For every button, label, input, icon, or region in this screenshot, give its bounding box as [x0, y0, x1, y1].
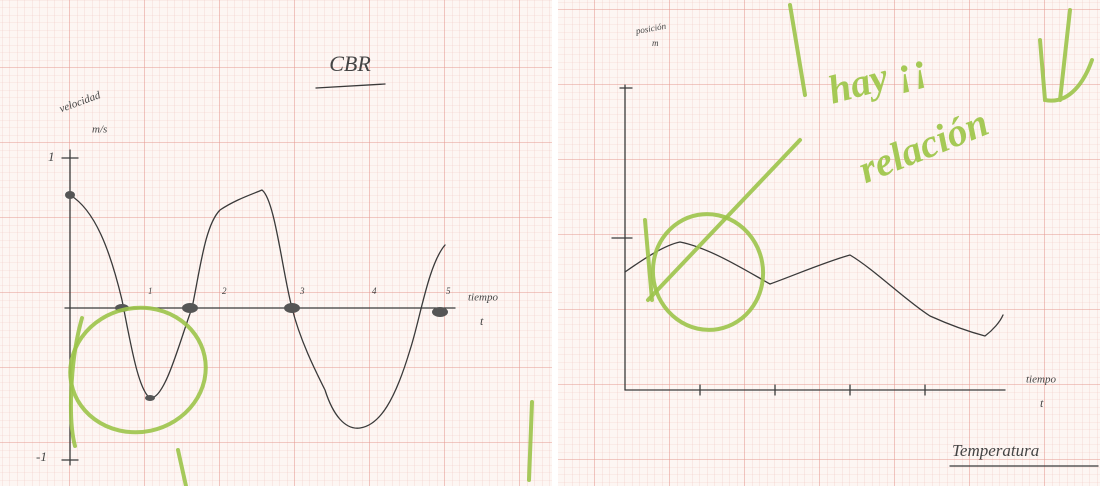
y-label-unit: m/s	[92, 124, 107, 136]
y-tick-label: 1	[48, 149, 55, 164]
green-stroke	[176, 448, 188, 486]
x-label-unit: t	[1040, 396, 1044, 410]
x-tick-label: 1	[148, 286, 153, 296]
footer: Temperatura	[952, 441, 1039, 460]
x-ticks	[699, 384, 926, 396]
green-stroke	[788, 3, 807, 97]
curve	[624, 241, 1004, 337]
green-stroke	[527, 400, 534, 482]
title: CBR	[329, 51, 371, 76]
curve	[69, 189, 446, 429]
underline	[315, 83, 386, 89]
green-stroke	[646, 138, 802, 302]
x-label: tiempo	[1026, 374, 1056, 386]
x-tick-label: 3	[299, 286, 305, 296]
x-tick-label: 4	[372, 286, 377, 296]
x-label: tiempo	[468, 292, 498, 304]
green-stroke	[69, 316, 84, 448]
x-tick-label: 2	[222, 286, 227, 296]
gap	[552, 0, 558, 486]
x-label-unit: t	[480, 314, 484, 328]
green-circle	[650, 212, 766, 332]
green-stroke	[1038, 8, 1094, 103]
grid	[0, 0, 552, 486]
y-label-unit: m	[652, 38, 659, 48]
x-tick-label: 5	[446, 286, 451, 296]
left-sheet: CBR velocidad m/s 1 -1 1 2 3 4 5 tiempo …	[0, 0, 552, 486]
right-sheet: hay ¡¡ relación posición m tiempo t Temp…	[558, 0, 1100, 486]
y-tick-label: -1	[36, 449, 47, 464]
green-stroke	[643, 218, 654, 302]
